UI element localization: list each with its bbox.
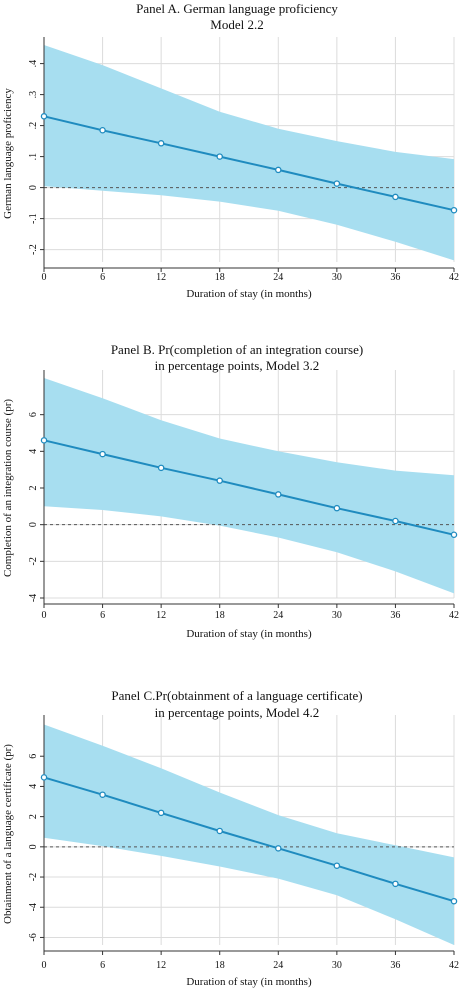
x-tick-label: 18 bbox=[215, 272, 225, 283]
x-tick-label: 18 bbox=[215, 610, 225, 621]
y-tick-label: -4 bbox=[28, 903, 39, 911]
x-tick-label: 30 bbox=[332, 610, 342, 621]
series-line bbox=[43, 115, 455, 212]
chart-title: Panel C.Pr(obtainment of a language cert… bbox=[111, 688, 362, 703]
y-tick-label: 4 bbox=[28, 784, 39, 789]
y-tick-label: 0 bbox=[28, 522, 39, 527]
y-tick-label: -4 bbox=[28, 594, 39, 602]
data-point bbox=[275, 845, 282, 852]
y-tick-label: -2 bbox=[28, 873, 39, 881]
x-tick-label: 42 bbox=[449, 960, 459, 971]
x-axis-title: Duration of stay (in months) bbox=[186, 288, 312, 300]
x-tick-label: 42 bbox=[449, 272, 459, 283]
x-tick-label: 36 bbox=[390, 610, 400, 621]
chart-panel-a: -.2 -.1 0 .1 .2 .3 .4 0 6 12 18 24 30 36 42 Duration of… bbox=[2, 1, 459, 300]
data-point bbox=[392, 193, 399, 201]
x-tick-label: 6 bbox=[100, 272, 105, 283]
x-tick-label: 6 bbox=[100, 610, 105, 621]
x-tick-label: 36 bbox=[390, 272, 400, 283]
data-point bbox=[392, 880, 399, 888]
chart-subtitle: in percentage points, Model 3.2 bbox=[155, 358, 320, 373]
y-tick-label: 6 bbox=[28, 754, 39, 759]
x-tick-label: 12 bbox=[156, 272, 166, 283]
x-tick-label: 0 bbox=[42, 272, 47, 283]
y-tick-label: 0 bbox=[28, 844, 39, 849]
chart-subtitle: in percentage points, Model 4.2 bbox=[155, 705, 320, 720]
y-tick-label: .1 bbox=[28, 153, 39, 161]
y-axis-title: German language proficiency bbox=[2, 88, 14, 219]
data-point bbox=[216, 827, 223, 835]
x-tick-label: 24 bbox=[273, 610, 283, 621]
y-tick-label: 0 bbox=[28, 185, 39, 190]
y-tick-label: 4 bbox=[28, 449, 39, 454]
data-point bbox=[216, 477, 223, 484]
x-tick-label: 24 bbox=[273, 272, 283, 283]
data-point bbox=[333, 504, 341, 512]
data-point bbox=[99, 450, 106, 458]
y-tick-label: -2 bbox=[28, 557, 39, 565]
data-point bbox=[333, 862, 341, 869]
y-tick-label: .4 bbox=[28, 60, 39, 68]
chart-title: Panel B. Pr(completion of an integration… bbox=[111, 342, 363, 357]
data-point bbox=[392, 517, 399, 525]
confidence-band bbox=[44, 45, 454, 261]
data-point bbox=[450, 531, 458, 538]
y-tick-label: .2 bbox=[28, 122, 39, 130]
data-point bbox=[157, 464, 165, 472]
x-tick-label: 0 bbox=[42, 960, 47, 971]
x-tick-label: 30 bbox=[332, 960, 342, 971]
data-point bbox=[450, 206, 458, 214]
data-point bbox=[275, 491, 282, 498]
data-point bbox=[157, 140, 165, 147]
chart-title: Panel A. German language proficiency bbox=[136, 1, 338, 16]
y-tick-label: .3 bbox=[28, 91, 39, 99]
x-tick-label: 0 bbox=[42, 610, 47, 621]
y-tick-label: -6 bbox=[28, 933, 39, 941]
panel-b: -4 -2 0 2 4 6 0 6 12 18 24 30 36 42 Duration of stay (… bbox=[0, 330, 474, 660]
confidence-band bbox=[44, 378, 454, 594]
data-point bbox=[450, 897, 458, 905]
data-point bbox=[333, 180, 341, 187]
data-point bbox=[40, 437, 48, 444]
x-tick-label: 24 bbox=[273, 960, 283, 971]
data-point bbox=[99, 127, 106, 134]
data-point bbox=[40, 774, 48, 781]
y-tick-label: 6 bbox=[28, 412, 39, 417]
x-tick-label: 6 bbox=[100, 960, 105, 971]
y-tick-label: -.1 bbox=[28, 213, 39, 224]
data-point bbox=[216, 153, 223, 160]
panel-a: -.2 -.1 0 .1 .2 .3 .4 0 6 12 18 24 30 36 42 Duration of… bbox=[0, 0, 474, 330]
chart-subtitle: Model 2.2 bbox=[210, 17, 263, 32]
y-tick-label: 2 bbox=[28, 486, 39, 491]
x-tick-label: 42 bbox=[449, 610, 459, 621]
data-point bbox=[157, 809, 165, 817]
x-tick-label: 12 bbox=[156, 610, 166, 621]
x-tick-label: 36 bbox=[390, 960, 400, 971]
x-axis-title: Duration of stay (in months) bbox=[186, 976, 312, 988]
y-axis-title: Completion of an integration course (pr) bbox=[2, 399, 14, 577]
x-tick-label: 12 bbox=[156, 960, 166, 971]
y-tick-label: 2 bbox=[28, 814, 39, 819]
x-axis-title: Duration of stay (in months) bbox=[186, 628, 312, 640]
x-tick-label: 18 bbox=[215, 960, 225, 971]
y-axis-title: Obtainment of a language certificate (pr… bbox=[2, 744, 14, 924]
series-line bbox=[43, 439, 455, 536]
data-point bbox=[99, 791, 106, 798]
data-point bbox=[275, 166, 282, 174]
panel-c: -6 -4 -2 0 2 4 6 0 6 12 18 24 30 36 42 Duration of stay… bbox=[0, 660, 474, 990]
confidence-band bbox=[44, 724, 454, 945]
x-tick-label: 30 bbox=[332, 272, 342, 283]
y-tick-label: -.2 bbox=[28, 244, 39, 255]
series-line bbox=[43, 776, 455, 903]
data-point bbox=[40, 113, 48, 120]
